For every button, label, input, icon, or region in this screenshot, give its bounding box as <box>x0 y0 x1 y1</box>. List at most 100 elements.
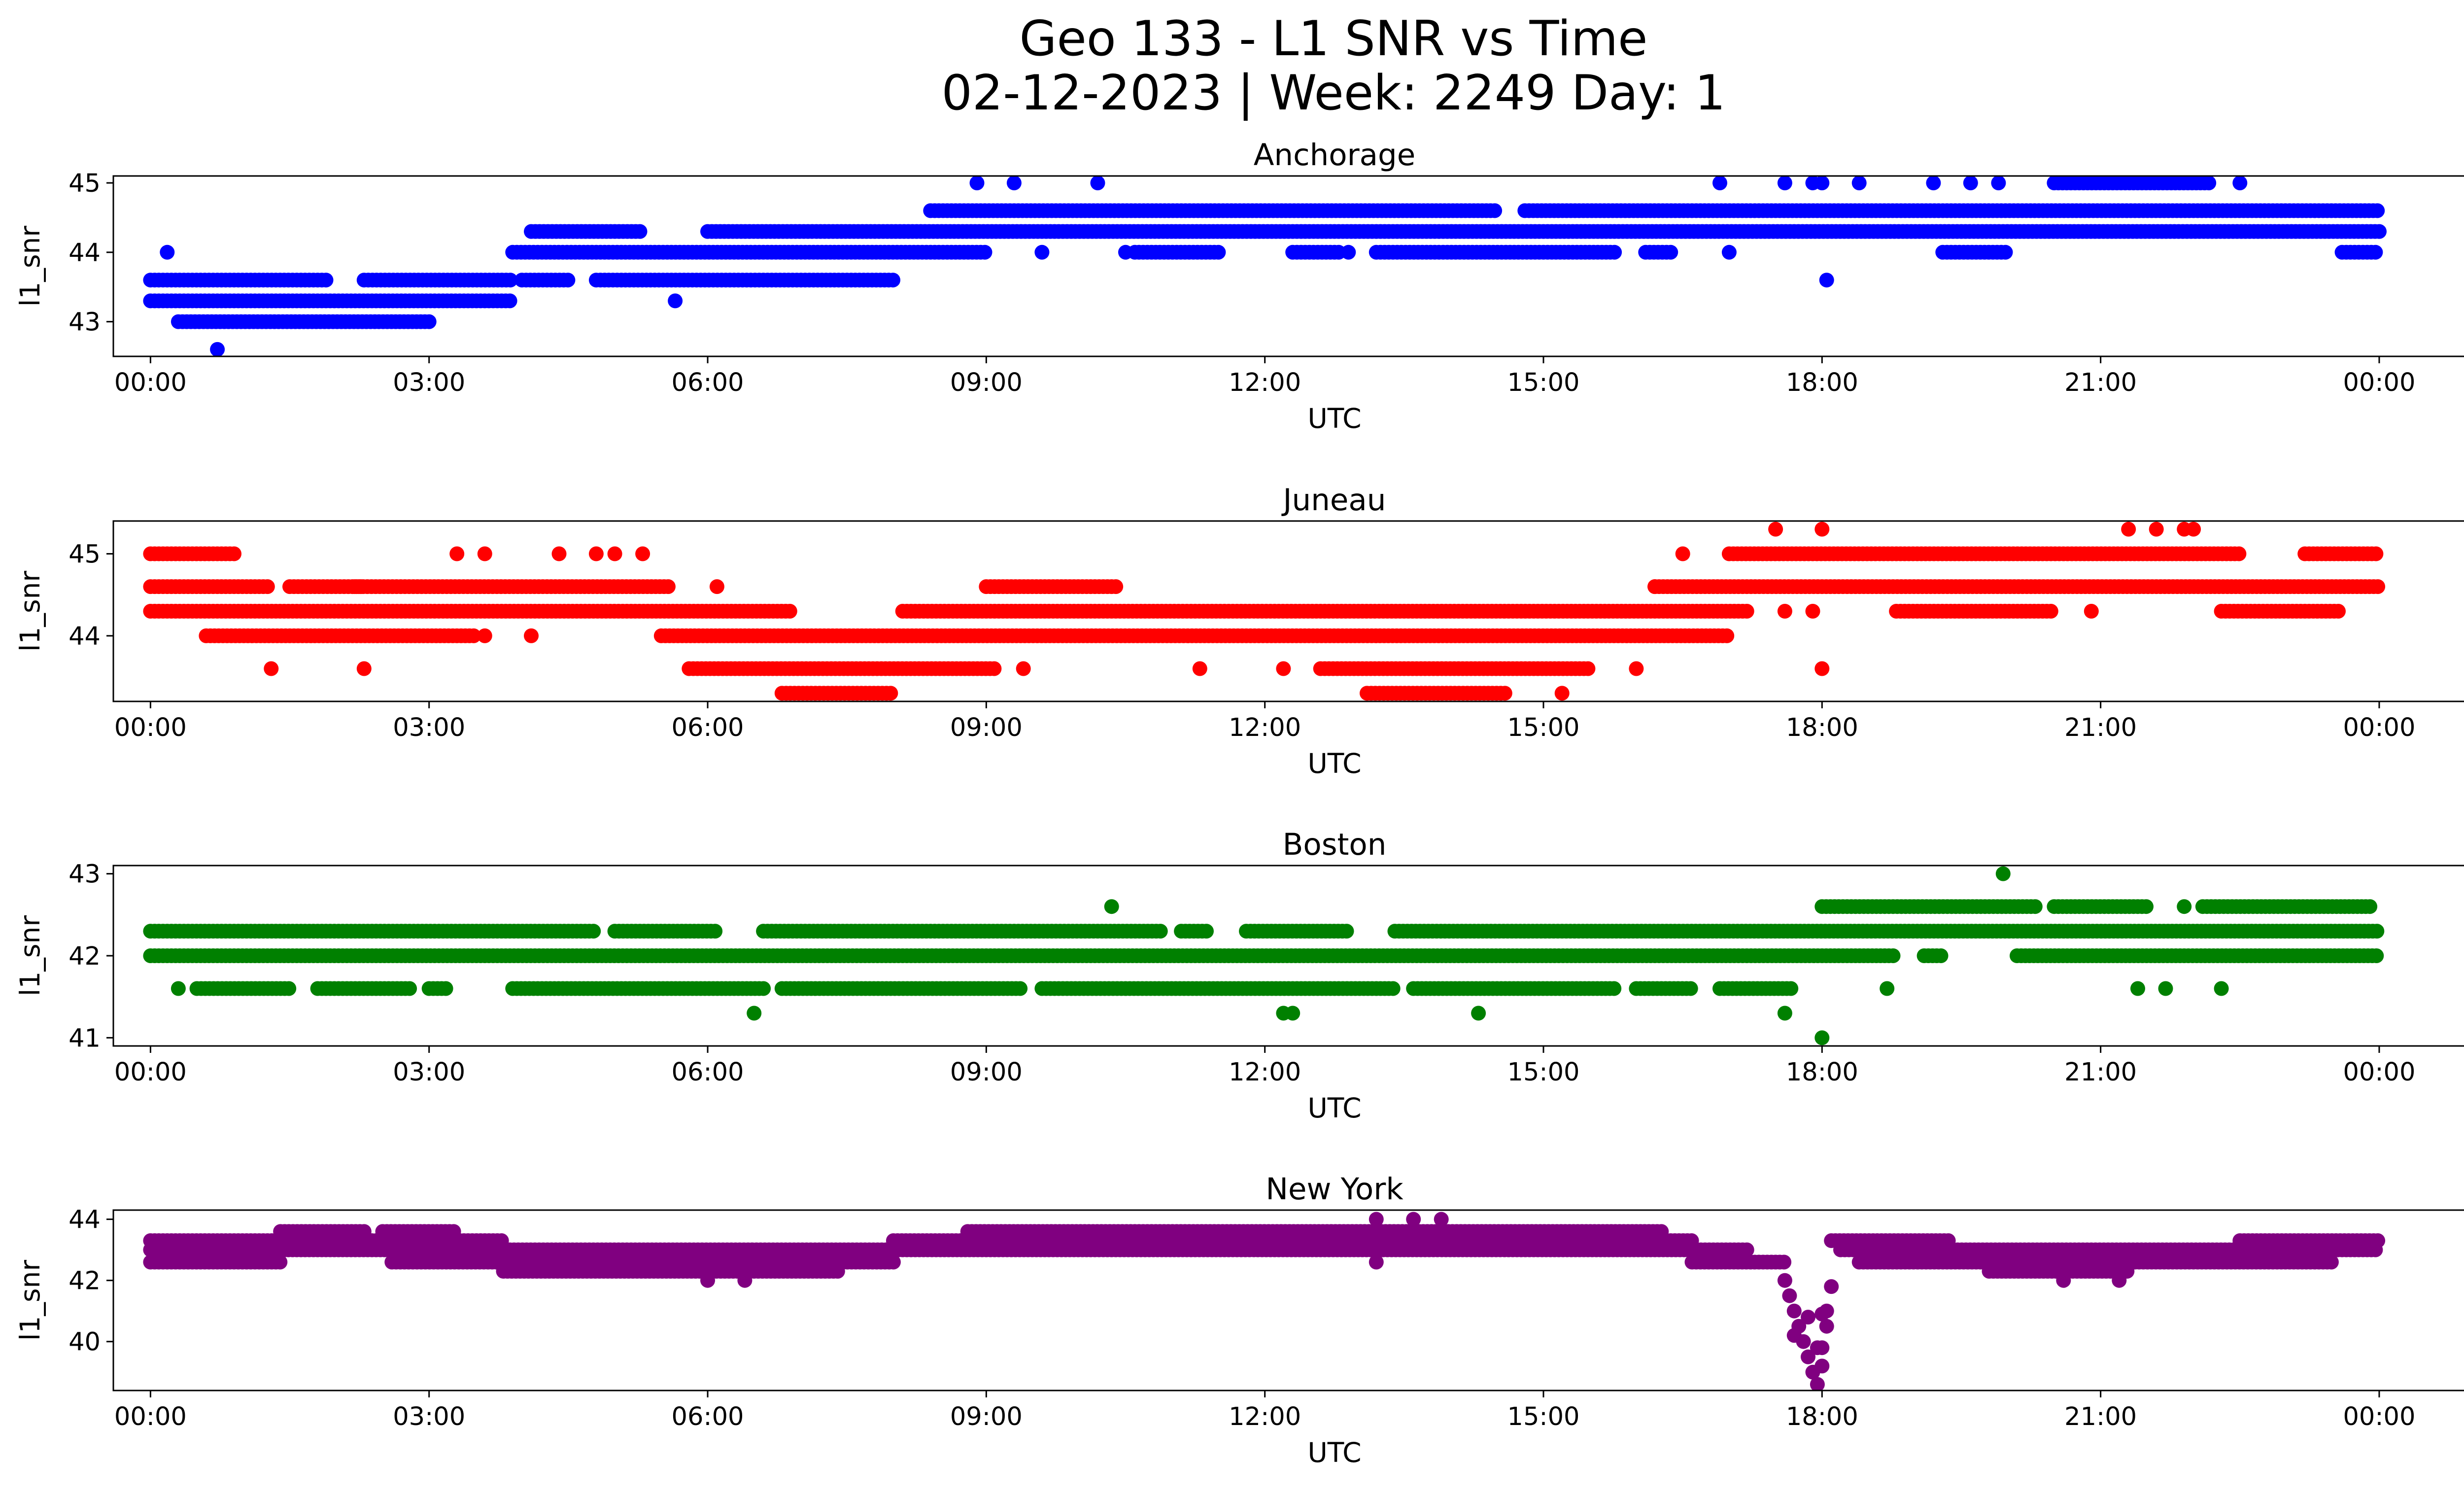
data-point <box>660 579 676 594</box>
x-tick-label: 00:00 <box>114 713 187 742</box>
data-point <box>2177 899 2192 914</box>
data-point <box>668 293 683 309</box>
data-point <box>1998 244 2013 260</box>
data-point <box>1721 244 1737 260</box>
data-point <box>782 604 797 619</box>
data-point <box>2368 244 2383 260</box>
data-point <box>607 546 622 561</box>
data-point <box>1991 176 2006 191</box>
data-point <box>227 546 241 561</box>
subplot-title: New York <box>1266 1172 1403 1207</box>
axes-frame <box>112 175 2464 357</box>
data-point <box>1768 522 1783 537</box>
data-point <box>883 686 898 701</box>
x-tick-label: 03:00 <box>393 713 465 742</box>
data-point <box>264 661 279 676</box>
y-tick-label: 41 <box>68 1024 101 1053</box>
data-point <box>1339 924 1354 939</box>
x-tick-label: 06:00 <box>672 1058 744 1087</box>
data-point <box>747 1006 762 1021</box>
x-tick-label: 15:00 <box>1507 1058 1580 1087</box>
x-tick-label: 15:00 <box>1507 368 1580 397</box>
data-point <box>1607 244 1622 260</box>
data-point <box>210 342 225 356</box>
data-point <box>1683 981 1698 996</box>
data-point <box>1995 866 2011 881</box>
y-tick-label: 44 <box>68 622 101 651</box>
data-point <box>635 546 650 561</box>
data-point <box>2027 899 2043 914</box>
data-point <box>632 224 648 239</box>
data-point <box>2369 948 2384 963</box>
data-point <box>1108 579 1124 594</box>
data-point <box>402 981 417 996</box>
series-new-york <box>143 1212 2386 1391</box>
data-point <box>1933 948 1949 963</box>
data-point <box>1471 1006 1486 1021</box>
x-tick-label: 12:00 <box>1229 1058 1301 1087</box>
x-tick-label: 12:00 <box>1229 713 1301 742</box>
data-point <box>1647 579 1663 594</box>
y-axis-label: l1_snr <box>14 571 46 652</box>
data-point <box>588 546 604 561</box>
data-point <box>1199 924 1214 939</box>
data-point <box>1192 661 1207 676</box>
data-point <box>2370 579 2386 594</box>
data-point <box>1341 244 1356 260</box>
y-tick-label: 45 <box>68 169 101 198</box>
x-tick-label: 00:00 <box>114 1058 187 1087</box>
subplots: Anchorage 00:00 03:00 06:00 09:00 12:00 15:00 1… <box>14 138 2464 1468</box>
data-point <box>1739 604 1754 619</box>
data-point <box>1819 273 1834 288</box>
data-point <box>1118 244 1133 260</box>
x-tick-label: 06:00 <box>672 713 744 742</box>
data-point <box>281 981 297 996</box>
data-point <box>1885 948 1901 963</box>
data-point <box>2084 604 2099 619</box>
data-point <box>1777 1006 1792 1021</box>
axes-frame <box>112 520 2464 702</box>
data-point <box>1712 176 1727 191</box>
data-point <box>477 546 492 561</box>
data-point <box>2368 546 2384 561</box>
data-point <box>1814 661 1830 676</box>
subplot-title: Juneau <box>1281 483 1386 518</box>
x-tick-label: 18:00 <box>1786 713 1858 742</box>
data-point <box>318 273 334 288</box>
data-point <box>1153 924 1168 939</box>
x-tick-label: 09:00 <box>950 713 1023 742</box>
data-point <box>1554 686 1570 701</box>
data-point <box>1104 899 1119 914</box>
data-point <box>171 981 186 996</box>
data-point <box>2370 203 2385 218</box>
x-axis-label: UTC <box>1307 1092 1361 1124</box>
x-axis-label: UTC <box>1307 748 1361 779</box>
x-tick-label: 12:00 <box>1229 368 1301 397</box>
data-point <box>2149 522 2164 537</box>
x-tick-label: 00:00 <box>114 368 187 397</box>
data-point <box>2372 224 2387 239</box>
data-point <box>551 546 567 561</box>
data-point <box>756 981 771 996</box>
subplot-title: Anchorage <box>1254 138 1416 173</box>
data-point <box>1607 981 1622 996</box>
series-juneau <box>143 522 2386 701</box>
y-tick-label: 45 <box>68 540 101 569</box>
data-point <box>1880 981 1895 996</box>
x-tick-label: 18:00 <box>1786 368 1858 397</box>
data-point <box>1675 546 1690 561</box>
data-point <box>1497 686 1512 701</box>
x-tick-label: 00:00 <box>2343 368 2415 397</box>
data-point <box>2043 604 2058 619</box>
y-tick-label: 43 <box>68 860 101 889</box>
x-tick-label: 03:00 <box>393 1058 465 1087</box>
y-tick-label: 42 <box>68 942 101 971</box>
data-point <box>586 924 601 939</box>
data-point <box>1276 661 1291 676</box>
data-point <box>1006 176 1022 191</box>
data-point <box>356 661 372 676</box>
x-tick-label: 15:00 <box>1507 713 1580 742</box>
data-point <box>969 176 985 191</box>
